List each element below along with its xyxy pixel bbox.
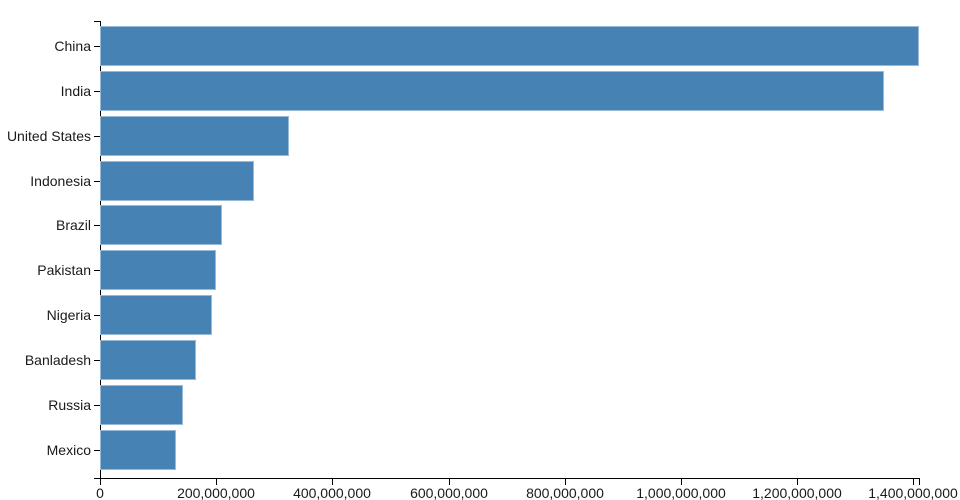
x-tick-line xyxy=(449,479,450,485)
x-tick-label: 1,200,000,000 xyxy=(752,485,842,500)
y-tick-label: Banladesh xyxy=(24,352,91,368)
y-tick-line xyxy=(94,91,100,92)
y-tick-line xyxy=(94,225,100,226)
bar xyxy=(100,385,183,425)
x-tick-label: 800,000,000 xyxy=(526,485,604,500)
y-tick-line xyxy=(94,450,100,451)
bar xyxy=(100,295,212,335)
y-tick-line xyxy=(94,136,100,137)
bar xyxy=(100,430,176,470)
y-tick-label: Nigeria xyxy=(46,307,91,323)
x-tick-label: 1,000,000,000 xyxy=(636,485,726,500)
x-tick-line xyxy=(216,479,217,485)
x-tick-label: 0 xyxy=(96,485,104,500)
y-tick-line xyxy=(94,405,100,406)
y-tick-label: India xyxy=(60,83,91,99)
x-tick-line xyxy=(100,479,101,485)
y-tick-label: Russia xyxy=(48,397,91,413)
bar xyxy=(100,205,222,245)
y-tick-label: United States xyxy=(6,128,91,144)
y-tick-label: Brazil xyxy=(55,217,91,233)
y-axis-outer-tick-top xyxy=(94,21,101,22)
x-tick-line xyxy=(797,479,798,485)
y-tick-label: China xyxy=(54,38,91,54)
bar xyxy=(100,340,196,380)
x-tick-label: 400,000,000 xyxy=(293,485,371,500)
x-tick-label: 600,000,000 xyxy=(410,485,488,500)
x-axis-line xyxy=(94,478,920,479)
y-tick-line xyxy=(94,46,100,47)
bar xyxy=(100,116,289,156)
x-tick-label: 200,000,000 xyxy=(177,485,255,500)
y-tick-label: Mexico xyxy=(46,442,91,458)
x-tick-line xyxy=(913,479,914,485)
x-tick-label: 1,400,000,000 xyxy=(868,485,958,500)
bar xyxy=(100,161,254,201)
bar xyxy=(100,250,216,290)
y-tick-label: Pakistan xyxy=(37,262,91,278)
x-tick-line xyxy=(681,479,682,485)
bar xyxy=(100,71,884,111)
y-tick-line xyxy=(94,315,100,316)
x-tick-line xyxy=(332,479,333,485)
bar xyxy=(100,26,919,66)
y-tick-label: Indonesia xyxy=(30,173,91,189)
y-tick-line xyxy=(94,270,100,271)
y-tick-line xyxy=(94,181,100,182)
y-tick-line xyxy=(94,360,100,361)
x-axis-outer-tick-right xyxy=(919,478,920,485)
x-tick-line xyxy=(565,479,566,485)
